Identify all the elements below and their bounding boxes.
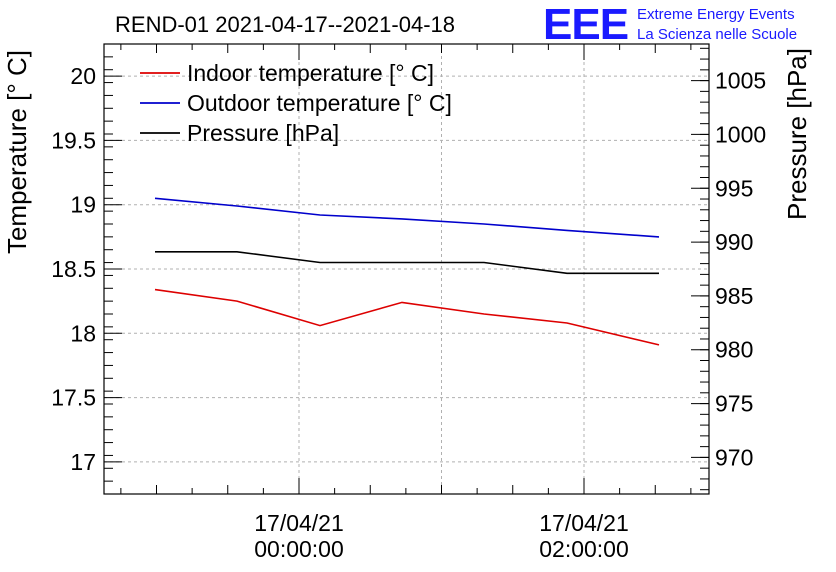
y-right-tick-label: 970 bbox=[715, 444, 753, 470]
y-right-tick-label: 995 bbox=[715, 175, 753, 201]
y-right-tick-label: 985 bbox=[715, 283, 753, 309]
y-left-tick-label: 19.5 bbox=[51, 127, 96, 153]
legend-label: Pressure [hPa] bbox=[187, 120, 339, 146]
tick-marks bbox=[104, 44, 709, 495]
series-line-pressure-hpa bbox=[155, 251, 659, 275]
y-left-tick-label: 17.5 bbox=[51, 385, 96, 411]
tick-labels: 17 17.5 18 18.5 19 19.5 20 970 975 980 985 990 995 10… bbox=[51, 63, 766, 562]
series-line-indoor-temperature-c bbox=[154, 288, 660, 346]
x-tick-label-date: 17/04/21 bbox=[254, 510, 344, 536]
legend-label: Indoor temperature [° C] bbox=[187, 60, 434, 86]
y-right-tick-label: 975 bbox=[715, 391, 753, 417]
y-right-tick-label: 990 bbox=[715, 229, 753, 255]
y-right-tick-label: 1005 bbox=[715, 68, 766, 94]
x-tick-label-time: 02:00:00 bbox=[539, 536, 629, 562]
y-right-tick-label: 1000 bbox=[715, 121, 766, 147]
y-axis-left-label: Temperature [° C] bbox=[2, 50, 32, 254]
legend-label: Outdoor temperature [° C] bbox=[187, 90, 452, 116]
grid bbox=[104, 44, 709, 494]
y-left-tick-label: 17 bbox=[70, 449, 96, 475]
eee-logo: EEE Extreme Energy Events La Scienza nel… bbox=[543, 0, 833, 49]
legend: Indoor temperature [° C] Outdoor temperat… bbox=[140, 60, 452, 146]
y-axis-right-label: Pressure [hPa] bbox=[782, 48, 812, 220]
logo-line-2: La Scienza nelle Scuole bbox=[637, 26, 798, 43]
y-left-tick-label: 18.5 bbox=[51, 256, 96, 282]
y-left-tick-label: 19 bbox=[70, 192, 96, 218]
y-right-tick-label: 980 bbox=[715, 337, 753, 363]
x-tick-label-time: 00:00:00 bbox=[254, 536, 344, 562]
y-left-tick-label: 20 bbox=[70, 63, 96, 89]
series-lines bbox=[154, 197, 660, 346]
eee-logo-mark: EEE bbox=[543, 0, 629, 49]
series-line-outdoor-temperature-c bbox=[154, 197, 660, 238]
x-tick-label-date: 17/04/21 bbox=[539, 510, 629, 536]
y-left-tick-label: 18 bbox=[70, 320, 96, 346]
chart-title: REND-01 2021-04-17--2021-04-18 bbox=[115, 12, 455, 37]
logo-line-1: Extreme Energy Events bbox=[637, 6, 795, 23]
